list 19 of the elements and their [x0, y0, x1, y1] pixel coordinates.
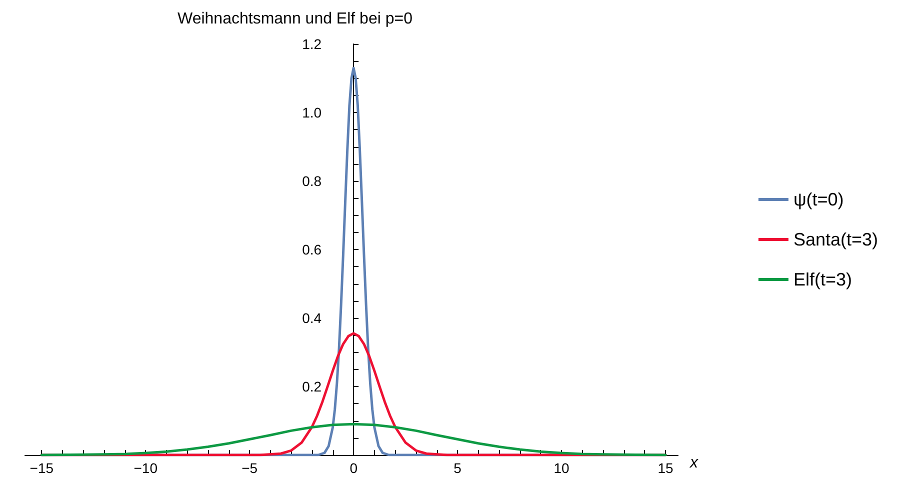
line-series — [40, 422, 667, 456]
y-tick-label: 0.2 — [302, 378, 322, 394]
legend-label: ψ(t=0) — [793, 190, 844, 210]
y-tick-label: 1.0 — [302, 104, 322, 120]
y-tick-label: 1.2 — [302, 36, 322, 52]
x-tick-label: 5 — [454, 460, 462, 476]
x-tick-label: 0 — [350, 460, 358, 476]
x-tick-label: −5 — [242, 460, 258, 476]
legend-label: Santa(t=3) — [793, 230, 878, 250]
legend-label: Elf(t=3) — [793, 270, 852, 290]
chart-title: Weihnachtsmann und Elf bei p=0 — [178, 10, 413, 28]
y-tick-label: 0.8 — [302, 173, 322, 189]
x-tick-label: −10 — [134, 460, 158, 476]
y-tick-label: 0.4 — [302, 310, 322, 326]
x-tick-label: 15 — [658, 460, 674, 476]
y-tick-label: 0.6 — [302, 242, 322, 258]
x-tick-label: 10 — [554, 460, 570, 476]
x-tick-label: −15 — [30, 460, 54, 476]
x-axis-title: x — [689, 454, 699, 472]
